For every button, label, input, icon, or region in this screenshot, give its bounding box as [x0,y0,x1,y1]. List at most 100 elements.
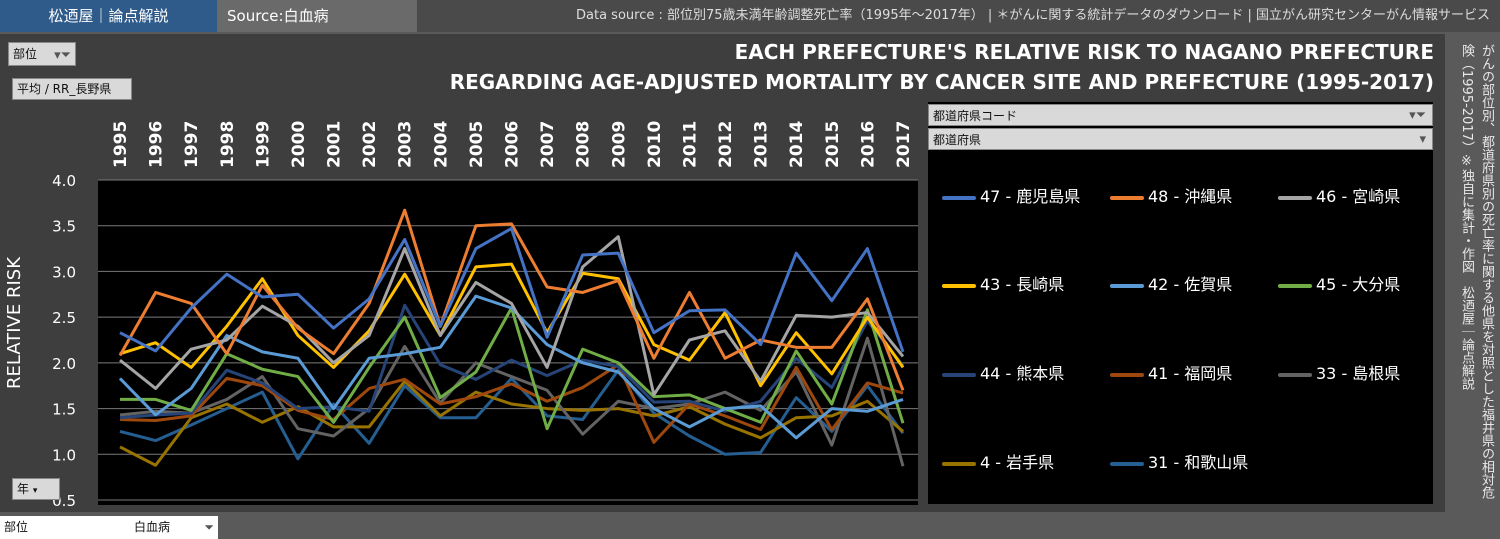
series-line[interactable] [119,226,905,353]
y-tick-label: 1.0 [52,446,76,464]
legend-item[interactable]: 33 - 島根県 [1278,360,1400,384]
x-tick-label: 1995 [111,121,131,168]
x-tick-label: 2013 [752,121,772,168]
series-line[interactable] [118,294,904,440]
x-tick-label: 2000 [289,121,309,168]
x-tick-label: 1999 [253,121,273,168]
legend-item[interactable]: 44 - 熊本県 [942,360,1064,384]
legend-label: 42 - 佐賀県 [1148,275,1233,294]
legend-swatch [942,283,976,288]
x-tick-labels: 1995 1996 1997 1998 1999 2000 2001 2002 2003 2004… [111,121,914,168]
legend-swatch [1110,461,1144,466]
legend-label: 33 - 島根県 [1316,364,1401,383]
legend-item[interactable]: 4 - 岩手県 [942,449,1054,473]
series-line[interactable] [119,368,905,461]
x-tick-label: 2002 [360,121,380,168]
x-tick-label: 2007 [538,121,558,168]
series-line[interactable] [119,235,905,397]
field-pill-site[interactable]: 部位 ▾⏷ [8,42,76,66]
y-tick-label: 1.5 [52,401,76,419]
x-tick-label: 2008 [574,121,594,168]
x-tick-label: 2016 [858,121,878,168]
x-tick-label: 2003 [396,121,416,168]
series-line[interactable] [119,363,904,444]
filter-icon[interactable]: ▾⏷ [1409,108,1426,123]
y-tick-label: 2.5 [52,309,76,327]
legend-swatch [1110,195,1144,200]
legend-item[interactable]: 45 - 大分県 [1278,271,1400,295]
y-tick-label: 2.0 [52,355,76,373]
side-note: がんの部位別、都道府県別の死亡率に関する他県を対照とした福井県の相対危険（199… [1459,44,1494,499]
legend-item[interactable]: 42 - 佐賀県 [1110,271,1232,295]
y-tick-labels: 4.03.53.02.52.01.51.00.5 [52,172,76,510]
legend-label: 47 - 鹿児島県 [980,187,1081,206]
legend-swatch [1110,283,1144,288]
x-tick-label: 1997 [182,121,202,168]
x-tick-label: 1996 [147,121,167,168]
series-line[interactable] [118,208,905,391]
pref-filter-label: 都道府県 [933,133,982,147]
legend-swatch [942,461,976,466]
x-tick-label: 2004 [431,121,451,168]
x-tick-label: 2014 [787,121,807,168]
series-line[interactable] [119,262,905,388]
legend-item[interactable]: 41 - 福岡県 [1110,360,1232,384]
legend-item[interactable]: 47 - 鹿児島県 [942,183,1080,207]
pref-filter[interactable]: 都道府県 ▾ [928,128,1433,150]
chart-subtitle: REGARDING AGE-ADJUSTED MORTALITY BY CANC… [449,70,1434,94]
footer-value-text: 白血病 [134,520,171,534]
measure-pill[interactable]: 平均 / RR_長野県 [12,78,132,100]
legend-swatch [942,372,976,377]
legend-swatch [1278,283,1312,288]
source-label: Source:白血病 [217,0,417,32]
legend-swatch [1278,195,1312,200]
footer-field-value[interactable]: 白血病 ⏷ [130,516,218,539]
series-line[interactable] [119,303,905,420]
legend-label: 48 - 沖縄県 [1148,187,1233,206]
legend-item[interactable]: 46 - 宮崎県 [1278,183,1400,207]
chart-title: EACH PREFECTURE'S RELATIVE RISK TO NAGAN… [734,40,1434,64]
year-field-pill[interactable]: 年 ▾ [12,478,60,500]
x-tick-label: 2011 [680,121,700,168]
legend-label: 45 - 大分県 [1316,275,1401,294]
x-tick-label: 2017 [894,121,914,168]
legend-label: 41 - 福岡県 [1148,364,1233,383]
filter-icon[interactable]: ⏷ [204,520,214,534]
legend-swatch [1110,372,1144,377]
line-chart: 4.03.53.02.52.01.51.00.5 1995 1996 1997 199… [52,121,918,510]
legend-swatch [1278,372,1312,377]
series-lines [118,208,905,467]
dropdown-arrow-icon: ▾ [32,486,38,496]
year-pill-label: 年 [17,482,30,496]
legend-label: 31 - 和歌山県 [1148,453,1249,472]
x-tick-label: 2006 [503,121,523,168]
series-line[interactable] [119,379,904,467]
pref-code-filter-label: 都道府県コード [933,109,1018,123]
x-tick-label: 1998 [218,121,238,168]
brand-label[interactable]: 松迺屋｜論点解説 [0,0,217,32]
footer-field-label: 部位 [0,516,130,539]
y-tick-label: 3.5 [52,218,76,236]
legend-item[interactable]: 43 - 長崎県 [942,271,1064,295]
legend-item[interactable]: 31 - 和歌山県 [1110,449,1248,473]
legend-panel [928,102,1433,504]
y-tick-label: 3.0 [52,263,76,281]
legend-label: 4 - 岩手県 [980,453,1055,472]
x-tick-label: 2005 [467,121,487,168]
y-tick-label: 4.0 [52,172,76,190]
dropdown-arrow-icon[interactable]: ▾ [1419,132,1426,147]
data-source-text: Data source : 部位別75歳未満年齢調整死亡率（1995年～2017… [576,8,1490,23]
pref-code-filter[interactable]: 都道府県コード ▾⏷ [928,104,1433,126]
legend-label: 46 - 宮崎県 [1316,187,1401,206]
x-tick-label: 2009 [609,121,629,168]
legend-item[interactable]: 48 - 沖縄県 [1110,183,1232,207]
x-tick-label: 2015 [823,121,843,168]
field-pill-label: 部位 [13,47,38,61]
legend-label: 43 - 長崎県 [980,275,1065,294]
x-tick-label: 2010 [645,121,665,168]
filter-icon[interactable]: ▾⏷ [54,48,71,63]
x-tick-label: 2001 [325,121,345,168]
legend-label: 44 - 熊本県 [980,364,1065,383]
x-tick-label: 2012 [716,121,736,168]
right-strip [1445,34,1500,512]
